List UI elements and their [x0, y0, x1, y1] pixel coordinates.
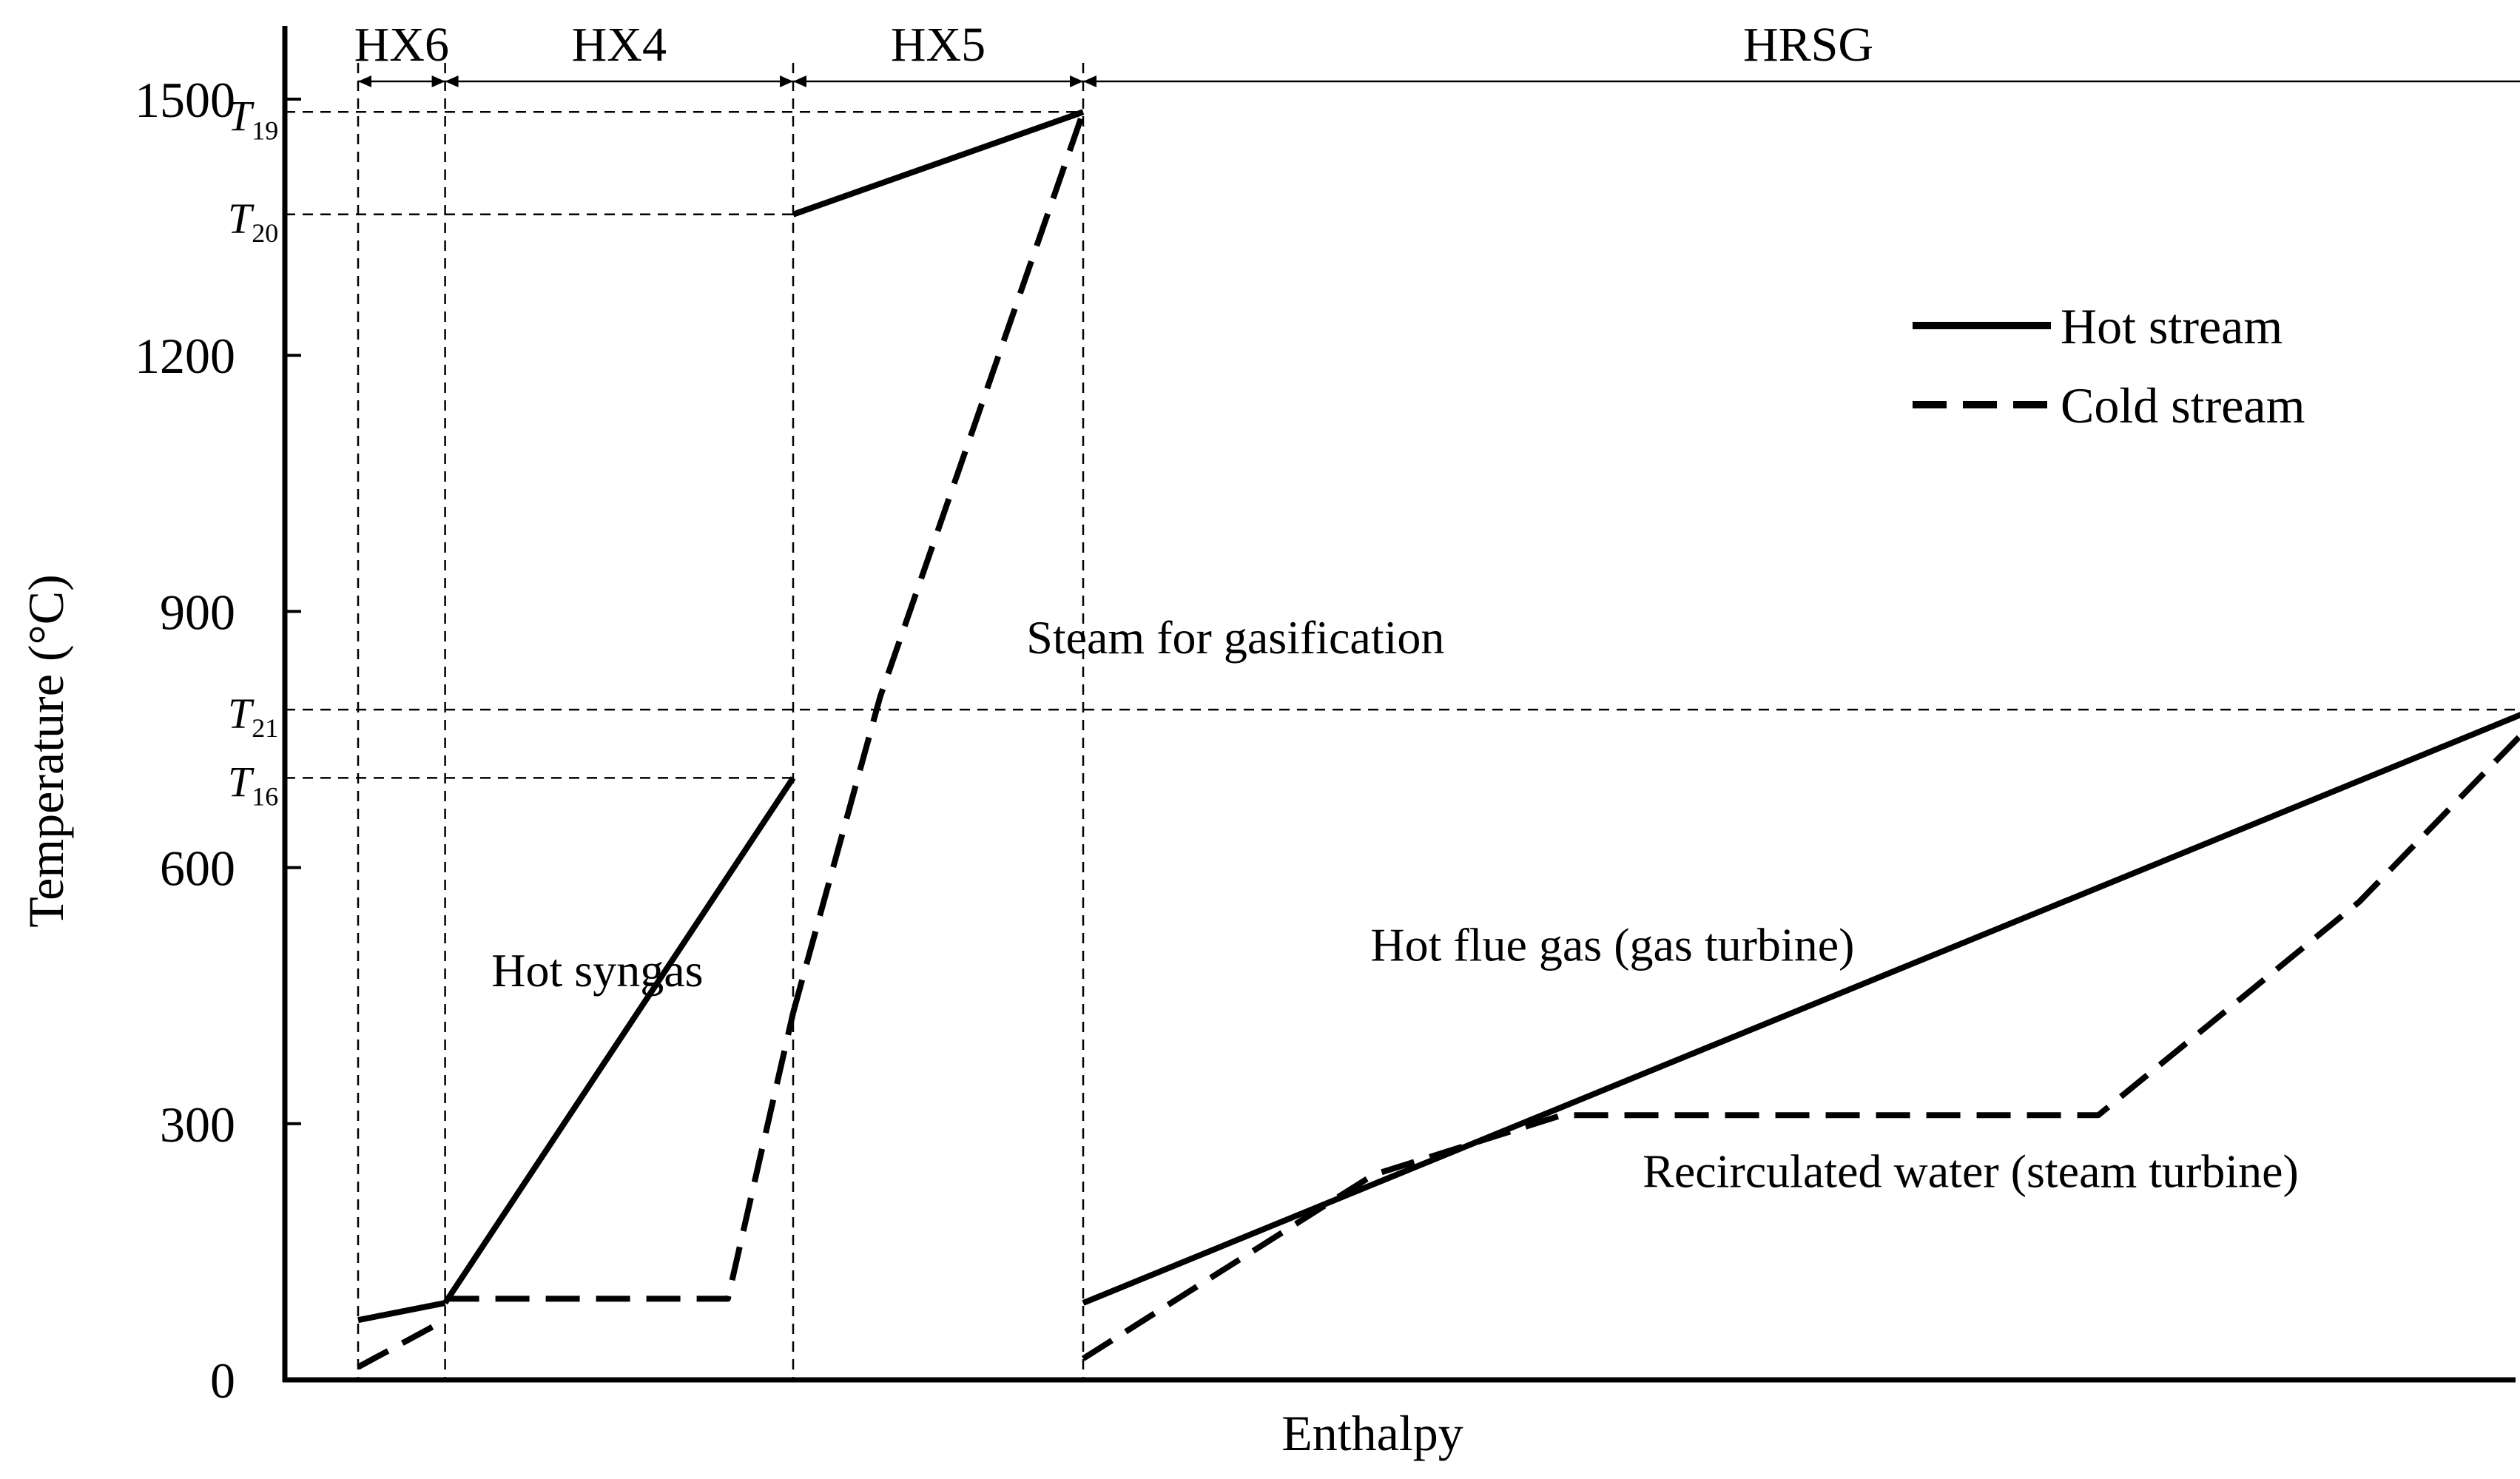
cold-stream-line — [1081, 732, 2520, 1361]
section-markers: HX6 HX4 HX5 HRSG — [354, 18, 2520, 87]
legend: Hot stream Cold stream — [1913, 298, 2305, 434]
y-ticks: 0 300 600 900 1200 1500 — [135, 72, 301, 1409]
series-layer — [357, 109, 2520, 1370]
annotations: Hot syngas Steam for gasification Hot flue… — [491, 611, 2299, 1197]
cold-stream-line — [445, 1011, 796, 1302]
curve-annotation: Hot syngas — [491, 944, 703, 997]
section-arrow-head — [793, 75, 806, 87]
y-tick-label: 0 — [210, 1352, 235, 1409]
legend-label: Hot stream — [2061, 298, 2283, 354]
section-label: HX5 — [891, 18, 986, 72]
hot-stream-line — [357, 1300, 446, 1324]
curve-annotation: Recirculated water (steam turbine) — [1643, 1145, 2299, 1197]
section-label: HX6 — [354, 18, 449, 72]
section-arrow-head — [445, 75, 459, 87]
guide-lines — [285, 63, 2520, 1380]
hot-stream-line — [1082, 712, 2520, 1306]
cold-stream-line — [357, 1317, 447, 1370]
temperature-marker-label: T21 — [228, 690, 278, 743]
legend-label: Cold stream — [2061, 377, 2305, 434]
y-tick-label: 1200 — [135, 328, 235, 384]
y-axis-label: Temperature (°C) — [18, 574, 74, 927]
curve-annotation: Steam for gasification — [1026, 611, 1444, 664]
temperature-marker-label: T20 — [228, 195, 278, 248]
section-label: HX4 — [572, 18, 667, 72]
hot-stream-line — [442, 776, 796, 1305]
curve-annotation: Hot flue gas (gas turbine) — [1370, 918, 1854, 971]
y-tick-label: 300 — [160, 1096, 235, 1153]
section-arrow-head — [1070, 75, 1083, 87]
temperature-marker-label: T16 — [228, 758, 278, 811]
section-label: HRSG — [1743, 18, 1873, 72]
hot-stream-line — [792, 109, 1085, 218]
section-arrow-head — [358, 75, 371, 87]
cold-stream-line — [790, 110, 1086, 1014]
section-arrow-head — [780, 75, 793, 87]
temperature-markers: T19 T20 T21 T16 — [228, 92, 278, 811]
section-arrow-head — [1083, 75, 1096, 87]
axes — [282, 26, 2516, 1383]
y-tick-label: 900 — [160, 584, 235, 640]
y-tick-label: 600 — [160, 840, 235, 897]
y-tick-label: 1500 — [135, 72, 235, 128]
x-axis-label: Enthalpy — [1281, 1405, 1463, 1461]
section-arrow-head — [431, 75, 445, 87]
temperature-marker-label: T19 — [228, 92, 278, 145]
